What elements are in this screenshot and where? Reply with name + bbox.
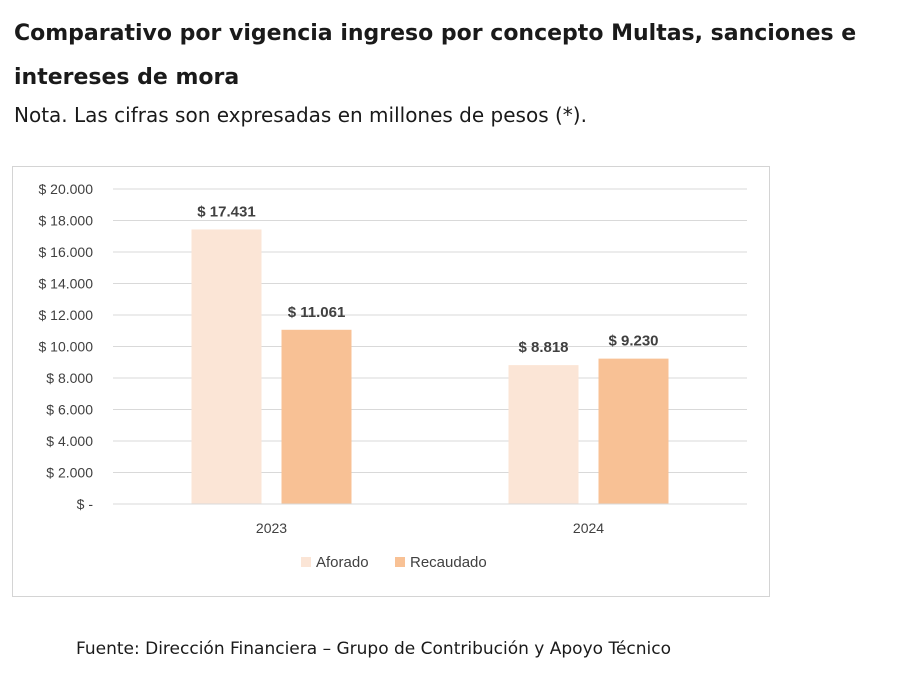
chart-frame: $ - $ 2.000 $ 4.000 $ 6.000 $ 8.000 $ 10.000 $… [12, 166, 770, 597]
legend-label: Recaudado [410, 554, 487, 571]
y-tick-label: $ 2.000 [46, 465, 93, 481]
y-tick-label: $ 12.000 [39, 307, 94, 323]
source-note: Fuente: Dirección Financiera – Grupo de … [76, 639, 671, 659]
legend-swatch [395, 557, 405, 567]
y-tick-label: $ 4.000 [46, 433, 93, 449]
data-label: $ 9.230 [608, 333, 658, 350]
data-label: $ 8.818 [518, 339, 568, 356]
y-tick-label: $ 14.000 [39, 276, 94, 292]
x-tick-label: 2023 [256, 520, 287, 536]
data-label: $ 17.431 [197, 203, 255, 220]
bar-chart: $ - $ 2.000 $ 4.000 $ 6.000 $ 8.000 $ 10.000 $… [39, 181, 747, 571]
bar [281, 329, 352, 504]
y-tick-label: $ 18.000 [39, 213, 94, 229]
bar [191, 229, 262, 505]
y-tick-label: $ 20.000 [39, 181, 94, 197]
y-tick-label: $ 16.000 [39, 244, 94, 260]
y-tick-label: $ 6.000 [46, 402, 93, 418]
y-tick-label: $ 10.000 [39, 339, 94, 355]
y-tick-label: $ - [77, 496, 94, 512]
bar [598, 358, 669, 504]
legend-label: Aforado [316, 554, 369, 571]
data-label: $ 11.061 [288, 304, 346, 321]
bar [508, 365, 579, 504]
chart-title: Comparativo por vigencia ingreso por con… [14, 21, 857, 90]
x-tick-label: 2024 [573, 520, 604, 536]
legend-swatch [301, 557, 311, 567]
chart-note: Nota. Las cifras son expresadas en millo… [14, 103, 587, 127]
y-tick-label: $ 8.000 [46, 370, 93, 386]
